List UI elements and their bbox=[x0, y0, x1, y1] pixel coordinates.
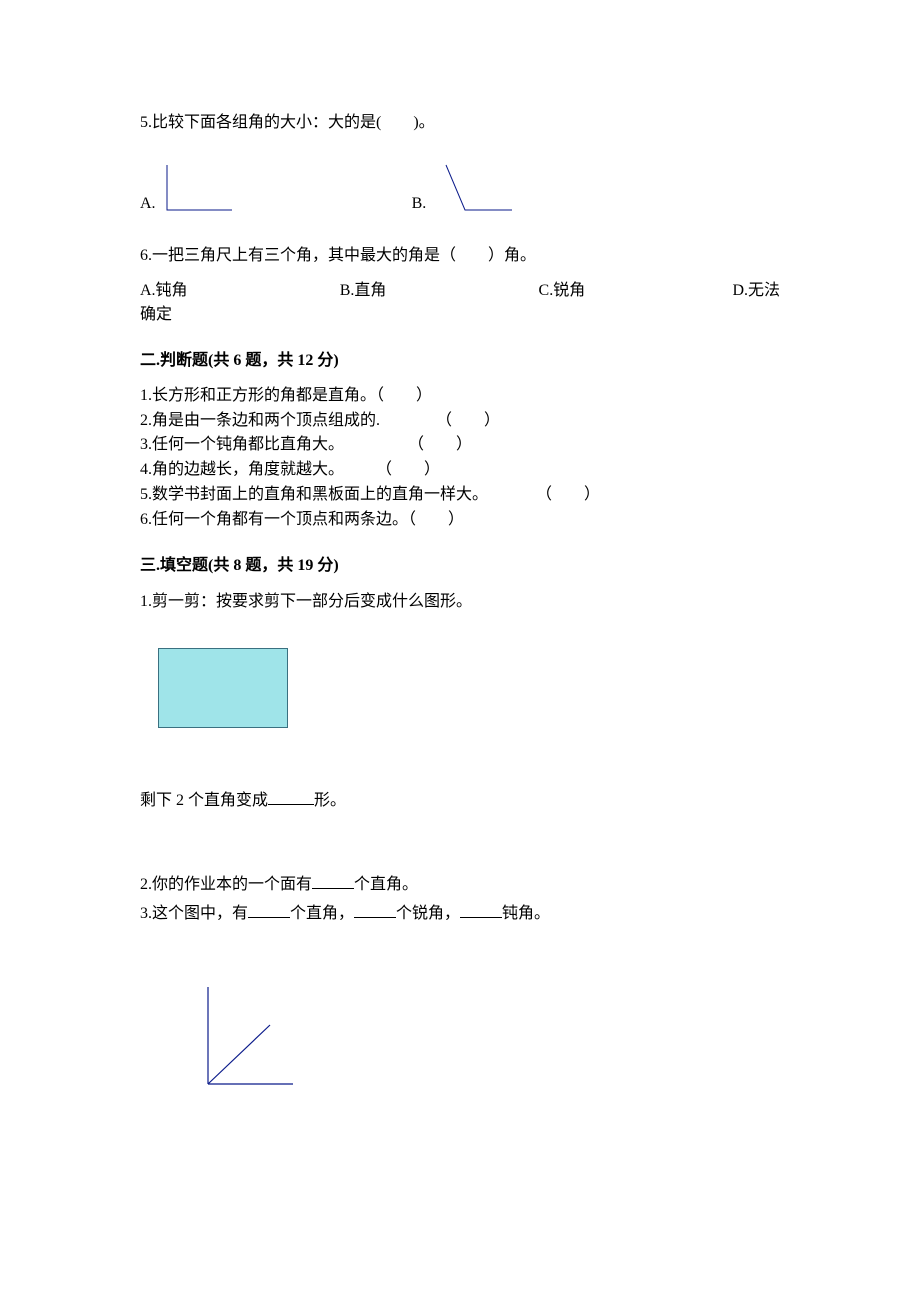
angle-a-path bbox=[167, 165, 232, 210]
section3-title: 三.填空题(共 8 题，共 19 分) bbox=[140, 551, 780, 575]
section2-items: 1.长方形和正方形的角都是直角。（ ）2.角是由一条边和两个顶点组成的. （ ）… bbox=[140, 384, 780, 533]
gap bbox=[386, 276, 538, 300]
q6-optB: B.直角 bbox=[340, 276, 387, 300]
angle-figure bbox=[178, 979, 780, 1099]
blank-input[interactable] bbox=[354, 902, 396, 918]
tf-text: 2.角是由一条边和两个顶点组成的. （ ） bbox=[140, 409, 500, 434]
tf-text: 6.任何一个角都有一个顶点和两条边。（ ） bbox=[140, 508, 464, 533]
q6-optC: C.锐角 bbox=[539, 276, 586, 300]
q5-optB-label: B. bbox=[412, 195, 427, 215]
q6-optD-pre: D.无法 bbox=[732, 276, 780, 300]
blank-input[interactable] bbox=[268, 789, 314, 805]
blank-input[interactable] bbox=[460, 902, 502, 918]
tf-text: 4.角的边越长，角度就越大。 （ ） bbox=[140, 458, 440, 483]
q3-a: 3.这个图中，有 bbox=[140, 905, 248, 922]
q3-c: 个锐角， bbox=[396, 905, 460, 922]
q1-after-pre: 剩下 2 个直角变成 bbox=[140, 792, 268, 809]
tf-item: 2.角是由一条边和两个顶点组成的. （ ） bbox=[140, 409, 780, 434]
q3-b: 个直角， bbox=[290, 905, 354, 922]
acute-angle-icon bbox=[432, 160, 517, 215]
q3-d: 钝角。 bbox=[502, 905, 550, 922]
tf-item: 5.数学书封面上的直角和黑板面上的直角一样大。 （ ） bbox=[140, 483, 780, 508]
s3-q1-after: 剩下 2 个直角变成 形。 bbox=[140, 788, 780, 814]
q6-options-row: A.钝角 B.直角 C.锐角 D.无法 bbox=[140, 276, 780, 300]
q6-optA: A.钝角 bbox=[140, 276, 188, 300]
q1-after-post: 形。 bbox=[314, 792, 346, 809]
gap bbox=[188, 276, 340, 300]
q5-option-b: B. bbox=[412, 160, 518, 215]
blank-input[interactable] bbox=[312, 873, 354, 889]
tf-item: 6.任何一个角都有一个顶点和两条边。（ ） bbox=[140, 508, 780, 533]
cyan-rectangle-icon bbox=[158, 648, 288, 728]
section2-title: 二.判断题(共 6 题，共 12 分) bbox=[140, 346, 780, 370]
s3-q3: 3.这个图中，有 个直角， 个锐角， 钝角。 bbox=[140, 901, 780, 927]
q2-pre: 2.你的作业本的一个面有 bbox=[140, 876, 312, 893]
q5-optA-label: A. bbox=[140, 195, 156, 215]
q5-option-a: A. bbox=[140, 160, 242, 215]
right-angle-icon bbox=[162, 160, 242, 215]
diag-line bbox=[208, 1025, 270, 1084]
tf-text: 3.任何一个钝角都比直角大。 （ ） bbox=[140, 433, 472, 458]
q6-optD-post: 确定 bbox=[140, 302, 780, 328]
q6-text: 6.一把三角尺上有三个角，其中最大的角是（ ）角。 bbox=[140, 243, 780, 269]
q5-text: 5.比较下面各组角的大小：大的是( )。 bbox=[140, 110, 780, 136]
three-ray-angle-icon bbox=[178, 979, 298, 1094]
tf-text: 5.数学书封面上的直角和黑板面上的直角一样大。 （ ） bbox=[140, 483, 600, 508]
tf-text: 1.长方形和正方形的角都是直角。（ ） bbox=[140, 384, 432, 409]
gap bbox=[585, 276, 732, 300]
rectangle-figure bbox=[158, 648, 780, 728]
blank-input[interactable] bbox=[248, 902, 290, 918]
tf-item: 1.长方形和正方形的角都是直角。（ ） bbox=[140, 384, 780, 409]
s3-q1-text: 1.剪一剪：按要求剪下一部分后变成什么图形。 bbox=[140, 589, 780, 615]
tf-item: 3.任何一个钝角都比直角大。 （ ） bbox=[140, 433, 780, 458]
q2-post: 个直角。 bbox=[354, 876, 418, 893]
s3-q2: 2.你的作业本的一个面有 个直角。 bbox=[140, 872, 780, 898]
q5-options: A. B. bbox=[140, 160, 780, 215]
angle-b-path bbox=[446, 165, 512, 210]
tf-item: 4.角的边越长，角度就越大。 （ ） bbox=[140, 458, 780, 483]
